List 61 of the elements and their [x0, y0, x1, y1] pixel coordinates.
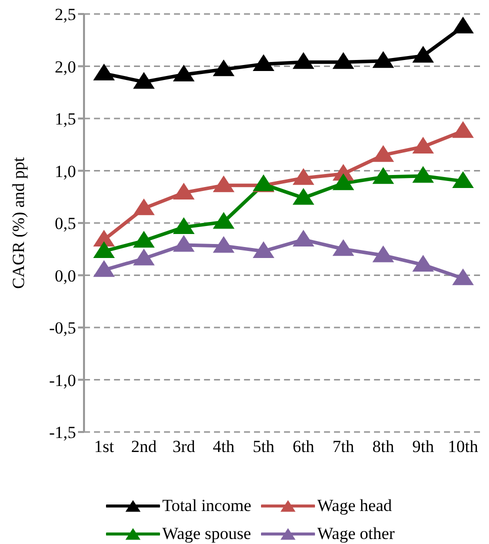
point: [173, 218, 194, 234]
point: [372, 52, 394, 68]
y-tick-label: -0,5: [49, 318, 76, 338]
x-tick-label: 1st: [94, 437, 114, 456]
y-tick-label: -1,0: [49, 370, 76, 390]
legend-label: Wage head: [317, 496, 392, 516]
point: [133, 72, 154, 89]
y-tick-label: 0,5: [54, 214, 76, 234]
point: [213, 176, 234, 192]
point: [372, 146, 394, 162]
point: [452, 268, 474, 286]
x-tick-label: 6th: [292, 437, 315, 456]
point: [213, 212, 234, 229]
point: [253, 54, 274, 71]
y-axis-title: CAGR (%) and ppt: [9, 156, 28, 289]
point: [372, 168, 394, 184]
point: [133, 198, 154, 216]
point: [253, 242, 274, 258]
point: [213, 236, 234, 253]
y-tick-label: 1,5: [54, 110, 76, 129]
point: [293, 230, 314, 247]
point: [94, 230, 114, 247]
point: [372, 246, 394, 262]
x-tick-label: 7th: [332, 437, 355, 456]
point: [412, 166, 434, 183]
x-tick-label: 10th: [448, 437, 479, 456]
point: [293, 168, 314, 185]
point: [173, 65, 194, 82]
y-tick-label: -1,5: [49, 423, 76, 442]
x-tick-label: 2nd: [131, 437, 158, 456]
point: [293, 52, 314, 69]
point: [332, 240, 354, 256]
legend-label: Wage spouse: [162, 524, 252, 544]
point: [452, 122, 474, 138]
x-tick-label: 8th: [372, 437, 395, 456]
y-tick-label: 1,0: [54, 162, 76, 181]
point: [173, 183, 194, 200]
legend-label: Total income: [162, 496, 252, 516]
y-tick-label: 2,5: [54, 5, 76, 24]
point: [452, 17, 474, 34]
point: [332, 174, 354, 190]
y-tick-label: 2,0: [54, 57, 76, 76]
point: [213, 60, 234, 76]
point: [412, 46, 434, 63]
point: [412, 255, 434, 272]
point: [293, 188, 314, 205]
point: [332, 52, 354, 69]
point: [173, 235, 194, 252]
x-tick-label: 5th: [252, 437, 275, 456]
point: [452, 172, 474, 188]
x-tick-label: 4th: [212, 437, 236, 456]
point: [133, 249, 154, 266]
point: [94, 242, 114, 258]
point: [94, 260, 114, 277]
legend-label: Wage other: [317, 524, 395, 544]
point: [133, 231, 154, 248]
x-tick-label: 3rd: [172, 437, 196, 456]
y-tick-label: 0,0: [54, 266, 76, 286]
x-tick-label: 9th: [412, 437, 434, 456]
point: [94, 64, 114, 80]
point: [412, 137, 434, 154]
